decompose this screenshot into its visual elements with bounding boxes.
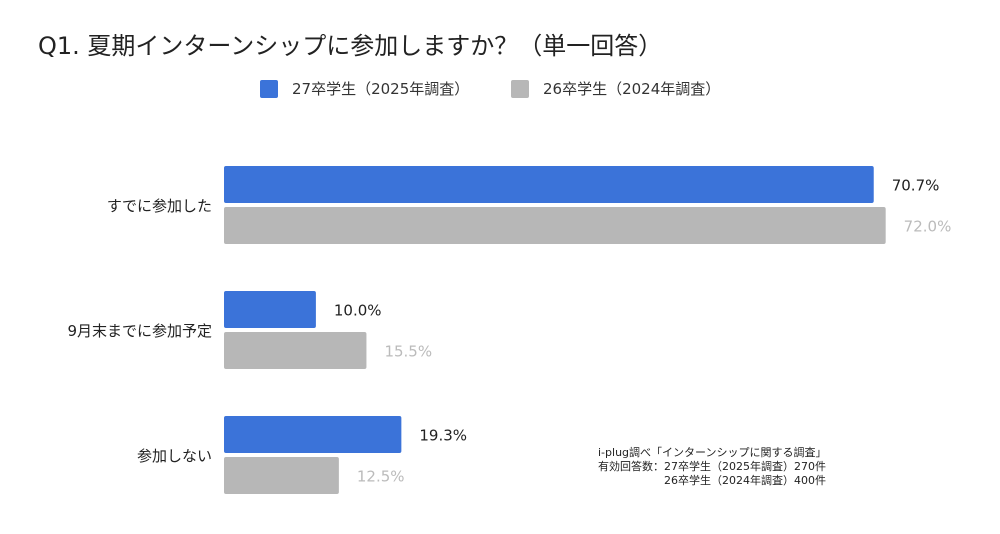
legend-swatch-27 (260, 79, 278, 98)
category-label: すでに参加した (107, 197, 212, 215)
legend-label-26: 26卒学生（2024年調査） (543, 80, 721, 98)
category-label: 9月末までに参加予定 (67, 322, 212, 340)
source-line-1: i-plug調べ「インターンシップに関する調査」 (598, 446, 827, 459)
bar (224, 416, 402, 453)
source-note: i-plug調べ「インターンシップに関する調査」 有効回答数：27卒学生（2025… (598, 446, 826, 488)
data-label: 15.5% (384, 343, 432, 361)
bar (224, 332, 367, 369)
legend-swatch-26 (511, 79, 529, 98)
data-label: 12.5% (357, 468, 405, 486)
chart-title: Q1. 夏期インターンシップに参加しますか？（単一回答） (38, 32, 663, 60)
category-label: 参加しない (137, 447, 212, 465)
data-label: 10.0% (334, 302, 382, 320)
data-label: 72.0% (904, 218, 952, 236)
bar (224, 291, 316, 328)
source-line-3: 26卒学生（2024年調査）400件 (598, 474, 826, 487)
legend-label-27: 27卒学生（2025年調査） (292, 80, 470, 98)
source-line-2: 有効回答数：27卒学生（2025年調査）270件 (598, 460, 826, 473)
bar (224, 166, 874, 203)
data-label: 70.7% (892, 177, 940, 195)
legend-item-26: 26卒学生（2024年調査） (511, 78, 720, 99)
legend-item-27: 27卒学生（2025年調査） (260, 78, 469, 99)
bar (224, 457, 339, 494)
data-label: 19.3% (419, 427, 467, 445)
bar (224, 207, 886, 244)
